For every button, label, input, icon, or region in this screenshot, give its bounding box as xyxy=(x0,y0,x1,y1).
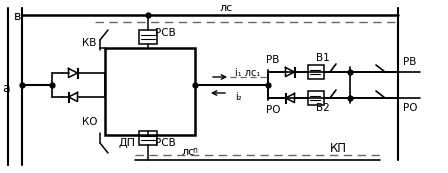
Text: РВ: РВ xyxy=(403,57,416,67)
Text: лс: лс xyxy=(220,3,233,13)
Text: В2: В2 xyxy=(316,103,330,113)
Text: КВ: КВ xyxy=(82,38,96,48)
Bar xyxy=(308,65,324,79)
Text: n: n xyxy=(192,146,197,155)
Text: РСВ: РСВ xyxy=(155,28,176,38)
Text: ДП: ДП xyxy=(118,138,135,148)
Text: РВ: РВ xyxy=(266,55,280,65)
Text: i₂: i₂ xyxy=(235,92,241,102)
Text: лс: лс xyxy=(182,147,195,157)
Bar xyxy=(139,30,157,44)
Text: РО: РО xyxy=(403,103,418,113)
Text: в: в xyxy=(14,10,22,23)
Text: КП: КП xyxy=(330,142,347,154)
Text: КО: КО xyxy=(82,117,98,127)
Text: i₁ лс₁: i₁ лс₁ xyxy=(235,68,260,78)
Text: РО: РО xyxy=(266,105,280,115)
Text: a: a xyxy=(2,81,10,94)
Text: РСВ: РСВ xyxy=(155,138,176,148)
Text: В1: В1 xyxy=(316,53,330,63)
Bar xyxy=(105,48,195,135)
Bar xyxy=(308,91,324,105)
Bar xyxy=(139,131,157,145)
